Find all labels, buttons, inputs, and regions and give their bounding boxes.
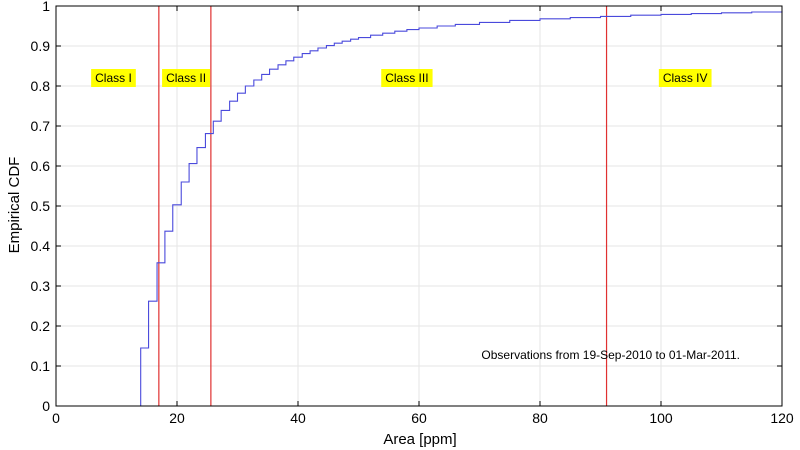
x-tick-label: 20 (169, 410, 185, 426)
y-tick-label: 0.9 (31, 38, 51, 54)
y-tick-label: 0.5 (31, 198, 51, 214)
y-tick-label: 0.8 (31, 78, 51, 94)
class-label-text: Class IV (663, 71, 708, 85)
class-label-background (658, 69, 712, 87)
y-tick-label: 0.7 (31, 118, 51, 134)
class-label-background (162, 69, 211, 87)
class-label-text: Class I (95, 71, 132, 85)
y-tick-label: 0 (42, 398, 50, 414)
y-tick-labels: 0 0.1 0.2 0.3 0.4 0.5 0.6 0.7 0.8 0.9 1 (31, 0, 51, 414)
x-tick-label: 100 (649, 410, 673, 426)
class-label-background (91, 69, 136, 87)
class-label: Class III (381, 69, 433, 87)
x-tick-labels: 0 20 40 60 80 100 120 (52, 410, 794, 426)
x-tick-label: 40 (290, 410, 306, 426)
cdf-series-line (140, 11, 783, 406)
y-tick-label: 1 (42, 0, 50, 14)
y-tick-label: 0.3 (31, 278, 51, 294)
x-tick-label: 80 (532, 410, 548, 426)
y-axis-label: Empirical CDF (6, 157, 23, 254)
class-label-text: Class II (166, 71, 206, 85)
y-tick-label: 0.2 (31, 318, 51, 334)
annotation-text: Observations from 19-Sep-2010 to 01-Mar-… (481, 348, 740, 362)
x-tick-label: 0 (52, 410, 60, 426)
axis-ticks (55, 5, 783, 407)
class-label-background (381, 69, 433, 87)
y-tick-label: 0.1 (31, 358, 51, 374)
class-label: Class I (91, 69, 136, 87)
x-tick-label: 60 (411, 410, 427, 426)
class-labels: Class I Class II Class III Class IV (91, 69, 712, 87)
class-label-text: Class III (385, 71, 428, 85)
class-threshold-lines (158, 6, 608, 406)
cdf-series (140, 11, 783, 406)
y-tick-label: 0.6 (31, 158, 51, 174)
x-tick-label: 120 (770, 410, 794, 426)
class-label: Class IV (658, 69, 712, 87)
class-label: Class II (162, 69, 211, 87)
x-axis-label: Area [ppm] (383, 431, 456, 448)
y-tick-label: 0.4 (31, 238, 51, 254)
